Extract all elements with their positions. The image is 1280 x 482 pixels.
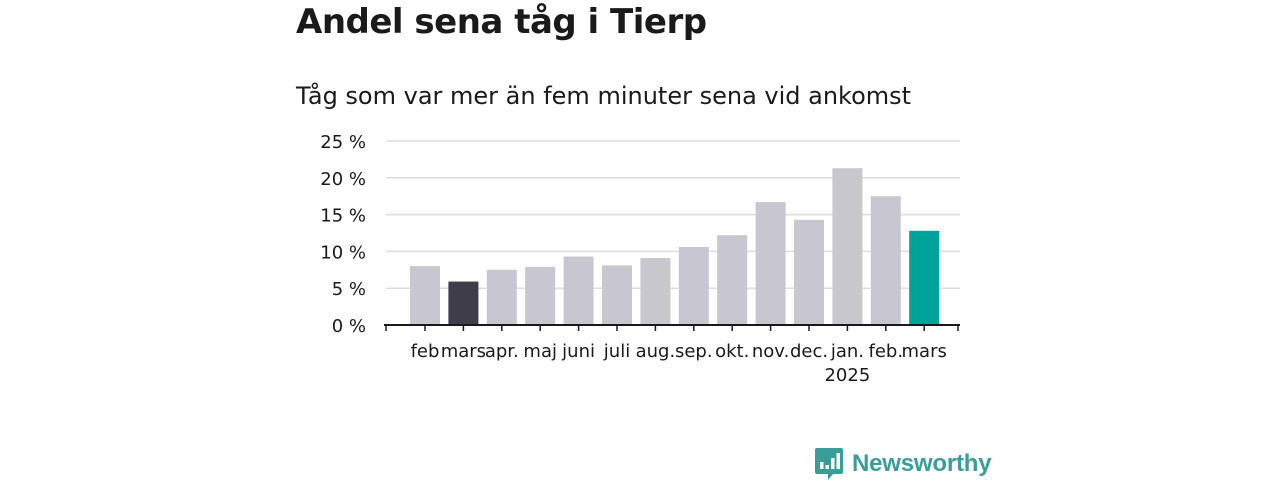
brand-name: Newsworthy	[852, 450, 992, 477]
x-tick-label: feb.	[869, 341, 904, 362]
x-tick-label: jan.	[830, 341, 864, 362]
y-tick-label: 15 %	[320, 206, 366, 227]
x-tick-label: maj	[523, 341, 557, 362]
x-tick-label: mars	[441, 341, 486, 362]
x-tick-label: juli	[603, 341, 630, 362]
bar	[410, 266, 440, 325]
x-tick-label: dec.	[790, 341, 828, 362]
bar	[794, 219, 824, 325]
x-tick-label: juni	[561, 341, 595, 362]
bar	[832, 168, 863, 325]
bar	[448, 281, 479, 325]
bar	[717, 235, 748, 325]
x-tick-label: okt.	[715, 341, 749, 362]
bar	[563, 256, 594, 325]
bar	[525, 266, 556, 325]
newsworthy-logo-icon	[815, 448, 843, 480]
bar	[909, 230, 940, 325]
x-tick-label: sep.	[675, 341, 713, 362]
x-year-label: 2025	[824, 365, 870, 386]
y-tick-label: 20 %	[320, 169, 366, 190]
x-tick-label: apr.	[485, 341, 519, 362]
bar	[640, 258, 671, 325]
y-tick-label: 25 %	[320, 132, 366, 153]
bar	[602, 265, 632, 325]
y-tick-label: 5 %	[332, 279, 366, 300]
bar	[678, 246, 709, 325]
bar	[870, 196, 901, 325]
x-tick-label: aug.	[636, 341, 676, 362]
brand-logo[interactable]: Newsworthy	[814, 446, 992, 482]
bar	[755, 202, 786, 325]
chart-subtitle: Tåg som var mer än fem minuter sena vid …	[296, 82, 912, 110]
x-tick-label: mars	[902, 341, 947, 362]
chart-title: Andel sena tåg i Tierp	[296, 2, 707, 42]
x-tick-label: nov.	[752, 341, 789, 362]
x-tick-label: feb	[411, 341, 440, 362]
bar	[486, 269, 517, 325]
y-tick-label: 10 %	[320, 242, 366, 263]
y-tick-label: 0 %	[332, 316, 366, 337]
